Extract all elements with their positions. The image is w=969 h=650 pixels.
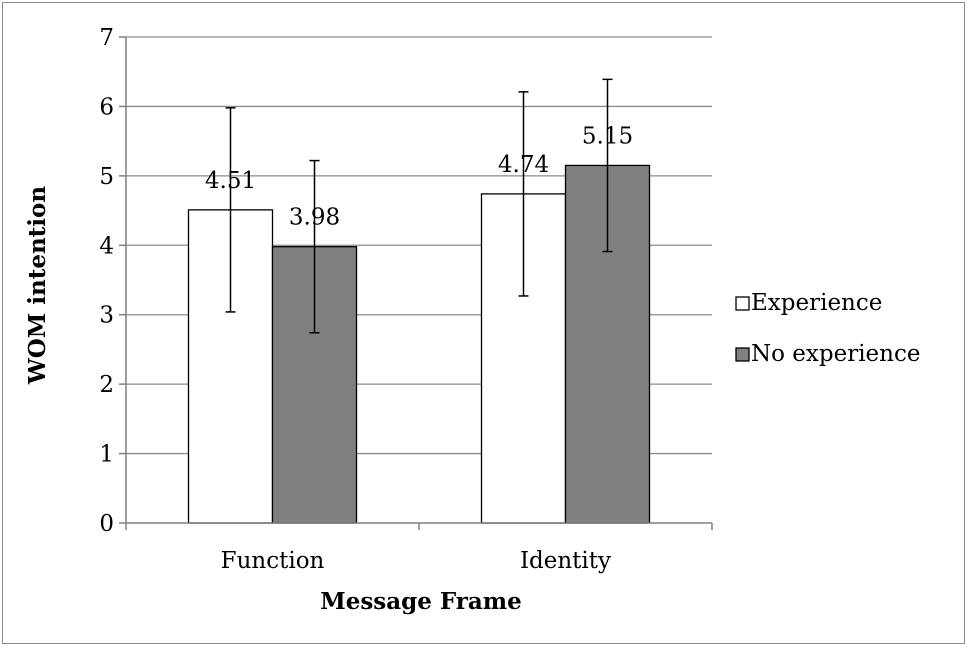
- y-tick-label: 3: [99, 303, 114, 329]
- legend-label-experience: Experience: [751, 290, 882, 316]
- bar-chart: 0 1 2 3 4 5 6 7 Function Identity 4.51 3.98 4.74 5.1…: [24, 25, 920, 615]
- legend-item-no-experience: No experience: [735, 341, 920, 367]
- axes: [119, 36, 713, 530]
- data-label: 5.15: [582, 123, 633, 149]
- y-tick-label: 4: [99, 233, 114, 259]
- bars: [187, 164, 651, 524]
- legend-swatch-no-experience: [735, 347, 750, 362]
- error-bars: [225, 78, 613, 334]
- y-tick-label: 5: [99, 164, 114, 190]
- y-axis-title: WOM intention: [24, 186, 51, 385]
- data-label: 3.98: [289, 205, 340, 231]
- y-tick-label: 6: [99, 94, 114, 120]
- y-tick-label: 2: [99, 372, 114, 398]
- x-tick-label: Identity: [520, 548, 611, 574]
- x-axis-title: Message Frame: [320, 588, 522, 615]
- legend-item-experience: Experience: [735, 290, 882, 316]
- y-tick-label: 1: [99, 442, 114, 468]
- legend: Experience No experience: [735, 290, 920, 367]
- legend-swatch-experience: [735, 296, 750, 311]
- data-label: 4.51: [205, 168, 256, 194]
- data-label: 4.74: [498, 152, 549, 178]
- y-tick-label: 0: [99, 511, 114, 537]
- data-labels: 4.51 3.98 4.74 5.15: [205, 123, 633, 230]
- y-tick-label: 7: [99, 25, 114, 51]
- tick-labels: 0 1 2 3 4 5 6 7 Function Identity: [99, 25, 611, 574]
- legend-label-no-experience: No experience: [751, 341, 920, 367]
- x-tick-label: Function: [221, 548, 325, 574]
